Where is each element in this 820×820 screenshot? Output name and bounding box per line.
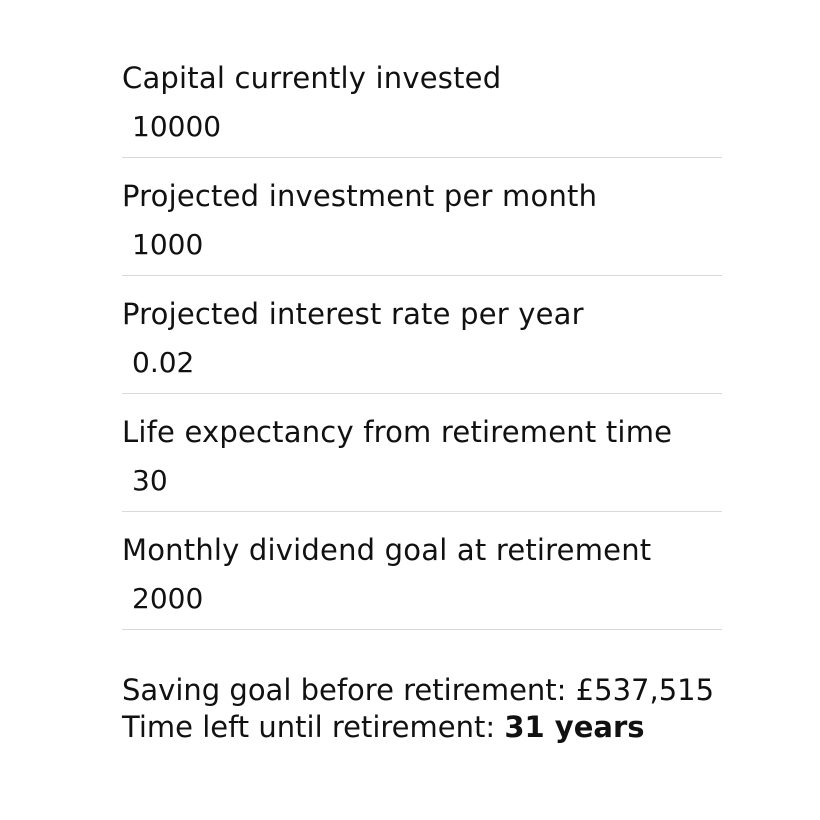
results-summary: Saving goal before retirement: £537,515 … xyxy=(122,672,762,746)
time-left-label: Time left until retirement: xyxy=(122,710,505,744)
saving-goal-label: Saving goal before retirement: xyxy=(122,673,576,707)
capital-invested-field: Capital currently invested xyxy=(122,60,722,158)
dividend-goal-field: Monthly dividend goal at retirement xyxy=(122,532,722,630)
life-expectancy-field: Life expectancy from retirement time xyxy=(122,414,722,512)
capital-invested-input[interactable] xyxy=(122,108,722,144)
life-expectancy-input[interactable] xyxy=(122,462,722,498)
saving-goal-value: £537,515 xyxy=(575,673,715,707)
dividend-goal-label: Monthly dividend goal at retirement xyxy=(122,533,652,567)
monthly-investment-input[interactable] xyxy=(122,226,722,262)
interest-rate-label: Projected interest rate per year xyxy=(122,297,584,331)
capital-invested-label: Capital currently invested xyxy=(122,61,502,95)
monthly-investment-field: Projected investment per month xyxy=(122,178,722,276)
monthly-investment-label: Projected investment per month xyxy=(122,179,598,213)
time-left-line: Time left until retirement: 31 years xyxy=(122,709,762,746)
saving-goal-line: Saving goal before retirement: £537,515 xyxy=(122,672,762,709)
life-expectancy-label: Life expectancy from retirement time xyxy=(122,415,673,449)
time-left-value: 31 years xyxy=(504,710,645,744)
retirement-calculator-form: Capital currently invested Projected inv… xyxy=(122,60,722,650)
dividend-goal-input[interactable] xyxy=(122,580,722,616)
interest-rate-input[interactable] xyxy=(122,344,722,380)
interest-rate-field: Projected interest rate per year xyxy=(122,296,722,394)
